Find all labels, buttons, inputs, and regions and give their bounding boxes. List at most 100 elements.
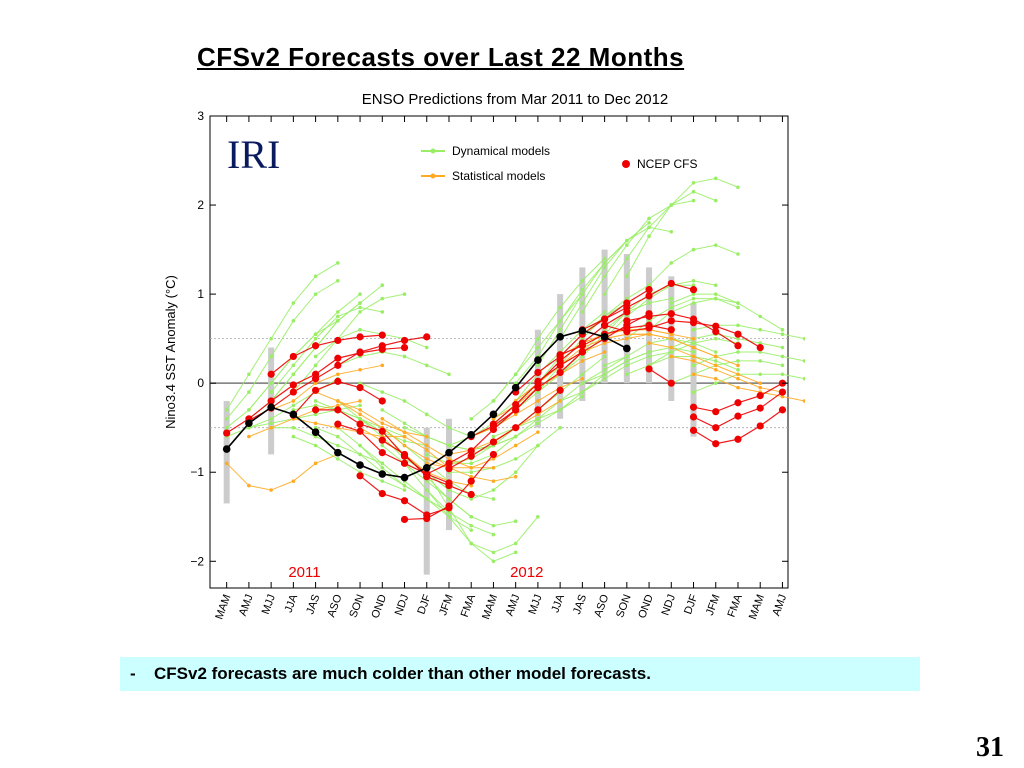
dynamical-forecast-line <box>426 445 539 500</box>
statistical-forecast-line <box>671 355 783 393</box>
dynamical-forecast-point <box>713 198 718 203</box>
range-bar <box>423 427 430 575</box>
dynamical-forecast-point <box>358 403 362 408</box>
ncep-forecast-point <box>356 472 364 480</box>
dynamical-forecast-point <box>491 532 496 537</box>
statistical-forecast-point <box>247 483 251 488</box>
ncep-forecast-point <box>289 381 297 389</box>
dynamical-forecast-point <box>669 305 674 310</box>
x-tick-label: SON <box>347 593 366 620</box>
ncep-forecast-point <box>489 438 498 446</box>
ncep-forecast-point <box>623 327 631 336</box>
ncep-forecast-line <box>604 320 761 349</box>
statistical-forecast-point <box>691 336 696 341</box>
x-tick-label: NDJ <box>660 593 679 617</box>
dynamical-forecast-point <box>669 296 674 301</box>
statistical-forecast-point <box>713 376 718 381</box>
dynamical-forecast-point <box>224 416 229 421</box>
dynamical-forecast-point <box>691 292 696 296</box>
dynamical-forecast-point <box>669 350 674 354</box>
dynamical-forecast-point <box>713 292 718 296</box>
dynamical-forecast-point <box>491 434 496 439</box>
ncep-forecast-point <box>223 429 231 437</box>
x-tick-label: ASO <box>592 593 611 619</box>
dynamical-forecast-line <box>293 436 405 491</box>
dynamical-forecast-point <box>469 461 474 466</box>
dynamical-forecast-point <box>802 336 805 341</box>
ncep-forecast-point <box>689 413 698 421</box>
statistical-forecast-point <box>491 465 496 470</box>
ncep-forecast-point <box>423 470 431 478</box>
range-bar <box>690 303 697 437</box>
dynamical-forecast-line <box>559 351 672 402</box>
range-bar <box>445 418 452 531</box>
statistical-forecast-point <box>713 368 718 372</box>
dynamical-forecast-point <box>602 310 607 314</box>
ncep-forecast-point <box>489 420 498 428</box>
dynamical-forecast-point <box>758 359 763 363</box>
ncep-forecast-point <box>534 368 542 377</box>
statistical-forecast-point <box>491 479 496 483</box>
ncep-forecast-point <box>467 490 475 499</box>
ncep-forecast-point <box>689 426 698 434</box>
dynamical-forecast-line <box>359 382 472 438</box>
dynamical-forecast-point <box>802 359 805 363</box>
y-axis-label: Nino3.4 SST Anomaly (°C) <box>163 275 178 429</box>
dynamical-forecast-point <box>358 301 362 305</box>
dynamical-forecast-point <box>536 390 540 394</box>
ncep-forecast-point <box>467 452 475 460</box>
statistical-forecast-point <box>224 461 229 466</box>
dynamical-forecast-point <box>380 443 385 448</box>
dynamical-forecast-point <box>380 465 385 470</box>
dynamical-forecast-point <box>736 252 740 256</box>
ncep-forecast-point <box>712 424 720 432</box>
dynamical-forecast-point <box>558 305 562 310</box>
dynamical-forecast-point <box>580 394 585 399</box>
observed-point <box>623 344 631 353</box>
ncep-forecast-point <box>712 327 720 336</box>
dynamical-forecast-point <box>558 425 562 430</box>
ncep-forecast-point <box>489 450 498 459</box>
statistical-forecast-point <box>380 416 385 421</box>
dynamical-forecast-point <box>625 372 629 377</box>
dynamical-forecast-point <box>536 363 540 368</box>
ncep-forecast-line <box>648 368 672 384</box>
ncep-forecast-point <box>400 450 409 459</box>
dynamical-forecast-point <box>247 408 251 412</box>
statistical-forecast-point <box>313 381 318 385</box>
dynamical-forecast-point <box>602 274 607 279</box>
statistical-forecast-point <box>691 345 696 350</box>
dynamical-forecast-line <box>270 306 383 393</box>
x-tick-label: MAM <box>747 593 767 621</box>
dynamical-forecast-point <box>713 336 718 341</box>
dynamical-forecast-point <box>625 256 629 261</box>
dynamical-forecast-point <box>402 421 407 426</box>
observed-point <box>534 356 542 364</box>
dynamical-forecast-line <box>537 284 650 393</box>
dynamical-forecast-line <box>337 351 450 375</box>
ncep-forecast-point <box>378 436 386 444</box>
dynamical-forecast-point <box>336 443 340 448</box>
x-tick-label: FMA <box>726 592 745 619</box>
dynamical-forecast-point <box>269 421 273 426</box>
dynamical-forecast-point <box>424 345 429 350</box>
dynamical-forecast-point <box>291 301 296 305</box>
ncep-forecast-point <box>445 481 453 490</box>
dynamical-forecast-line <box>693 373 805 393</box>
dynamical-forecast-point <box>424 412 429 417</box>
dynamical-forecast-point <box>380 390 385 394</box>
dynamical-forecast-point <box>580 372 585 377</box>
dynamical-forecast-point <box>736 301 740 305</box>
ncep-forecast-point <box>667 317 675 325</box>
iri-logo: IRI <box>227 132 280 177</box>
statistical-forecast-point <box>358 412 362 417</box>
dynamical-forecast-point <box>269 354 273 359</box>
statistical-forecast-point <box>536 430 540 434</box>
dynamical-forecast-point <box>536 443 540 448</box>
dynamical-forecast-point <box>358 310 362 314</box>
ncep-forecast-line <box>315 409 428 475</box>
dynamical-forecast-point <box>736 359 740 363</box>
ncep-forecast-point <box>734 330 742 338</box>
dynamical-forecast-point <box>736 336 740 341</box>
y-axis: −2 −1 0 1 2 3 <box>190 109 788 568</box>
